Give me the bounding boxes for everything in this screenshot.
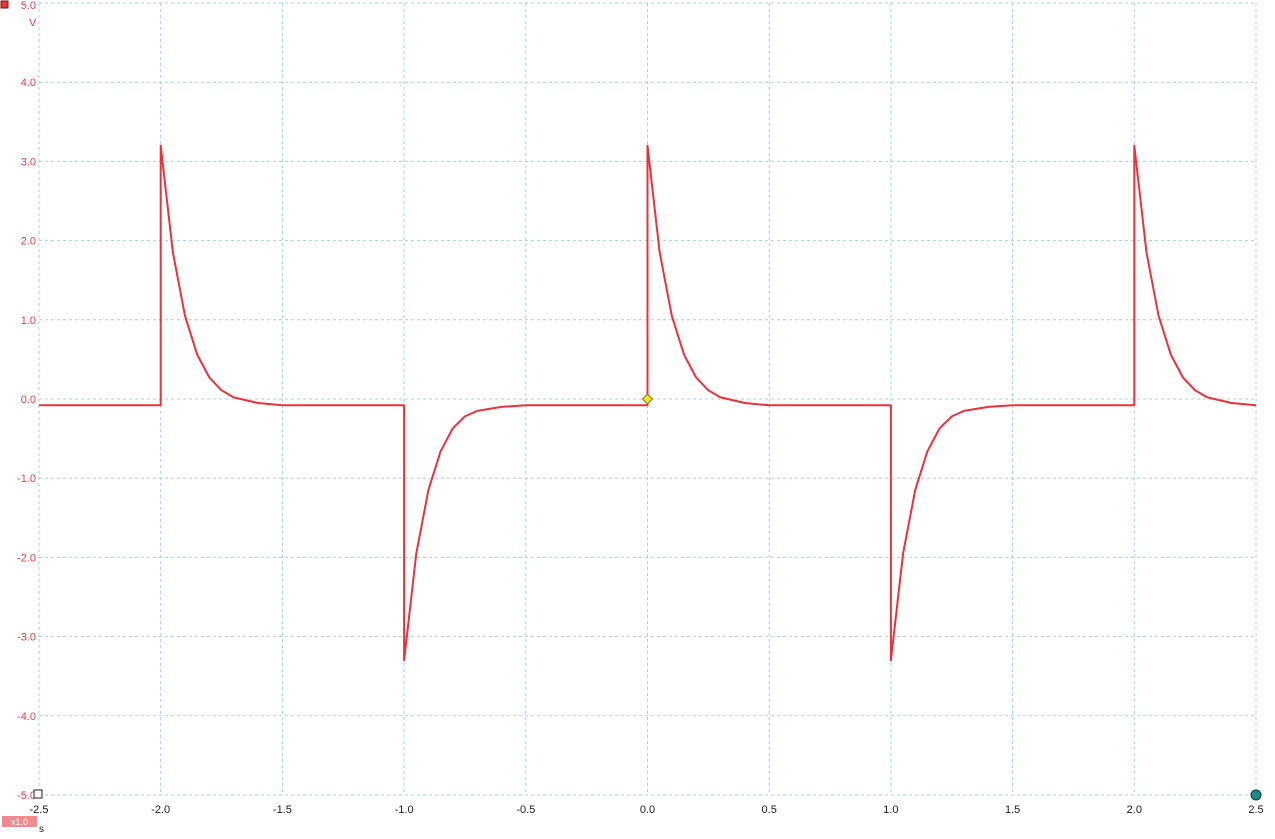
y-axis-ticks: 5.0 4.0 3.0 2.0 1.0 0.0 -1.0 -2.0 -3.0 -4.0 -5.0 <box>17 0 36 802</box>
y-tick-label: 3.0 <box>21 156 36 168</box>
x-tick-label: -1.0 <box>395 804 414 816</box>
y-tick-label: 2.0 <box>21 236 36 248</box>
x-tick-label: 1.5 <box>1005 804 1020 816</box>
trace-layer <box>39 144 1257 662</box>
x-tick-label: -2.5 <box>30 804 49 816</box>
trigger-diamond-icon[interactable] <box>641 393 654 405</box>
x-tick-label: -1.5 <box>273 804 292 816</box>
y-tick-label: -2.0 <box>17 552 36 564</box>
x-tick-label: 1.0 <box>883 804 898 816</box>
y-tick-label: 1.0 <box>21 315 36 327</box>
y-tick-label: 4.0 <box>21 77 36 89</box>
y-unit-label: V <box>29 17 37 29</box>
y-tick-label: -3.0 <box>17 632 36 644</box>
ruler-handle-square-icon[interactable] <box>33 789 43 799</box>
y-tick-label: -4.0 <box>17 711 36 723</box>
ruler-handle-circle-icon[interactable] <box>1250 789 1262 801</box>
x-tick-label: 0.0 <box>640 804 655 816</box>
y-tick-label: 0.0 <box>21 394 36 406</box>
x-tick-label: -2.0 <box>151 804 170 816</box>
x-tick-label: -0.5 <box>516 804 535 816</box>
y-tick-label: -1.0 <box>17 473 36 485</box>
y-tick-label: -5.0 <box>17 790 36 802</box>
x-tick-label: 2.0 <box>1127 804 1142 816</box>
y-tick-label: 5.0 <box>21 0 36 12</box>
x-axis-ticks: -2.5 -2.0 -1.5 -1.0 -0.5 0.0 0.5 1.0 1.5 2.0 2.5 <box>30 804 1264 816</box>
scale-badge-label: x1.0 <box>11 817 28 827</box>
scale-badge[interactable] <box>2 816 37 827</box>
channel-a-square-icon[interactable] <box>0 0 9 9</box>
x-tick-label: 2.5 <box>1248 804 1263 816</box>
x-tick-label: 0.5 <box>762 804 777 816</box>
waveform-trace <box>39 144 1257 662</box>
x-unit-label: s <box>39 824 44 835</box>
